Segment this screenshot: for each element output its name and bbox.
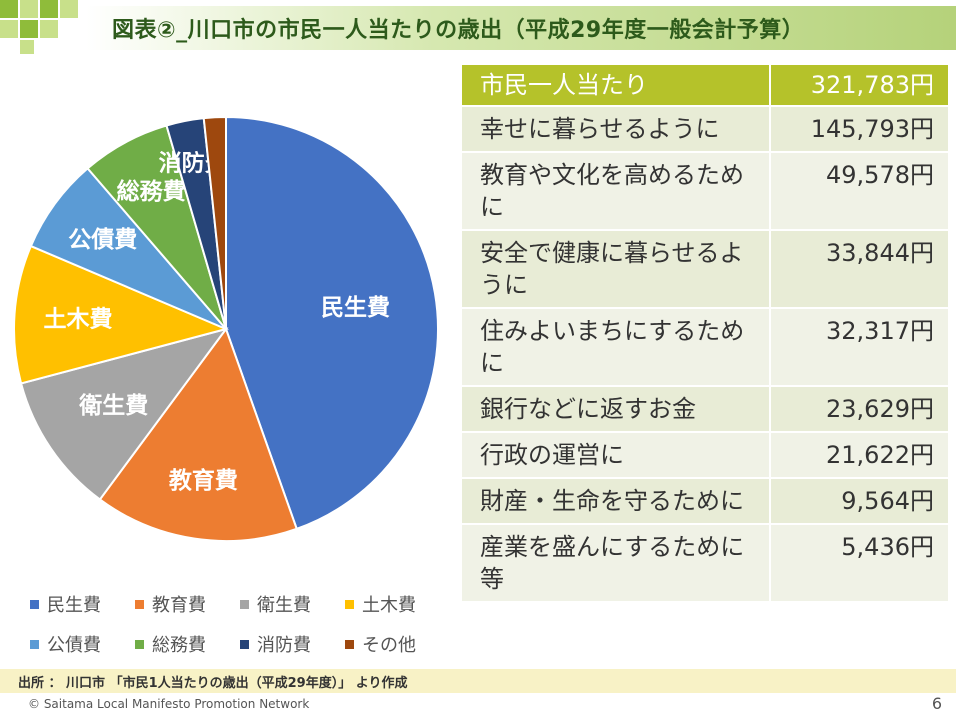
legend-label: 消防費	[257, 635, 311, 656]
table-row-label: 行政の運営に	[459, 431, 771, 478]
pie-slice	[98, 326, 299, 542]
legend-label: 衛生費	[257, 595, 311, 616]
legend-label: 教育費	[152, 595, 206, 616]
legend-swatch-icon	[30, 639, 39, 649]
table-row-label: 教育や文化を高めるために	[459, 151, 771, 230]
legend-label: 土木費	[362, 595, 416, 616]
legend-item: 教育費	[135, 591, 240, 617]
table-row-value: 33,844円	[769, 229, 948, 308]
table-row: 財産・生命を守るために 9,564円	[459, 477, 948, 524]
expenditure-table: 市民一人当たり 321,783円 幸せに暮らせるように 145,793円 教育や文化…	[459, 63, 948, 601]
table-row-value: 145,793円	[769, 105, 948, 152]
legend-swatch-icon	[345, 639, 354, 649]
table-row-value: 49,578円	[769, 151, 948, 230]
table-row-label: 安全で健康に暮らせるように	[459, 229, 771, 308]
pie-slice	[13, 244, 230, 385]
pie-slice	[202, 115, 227, 330]
page-number: 6	[931, 694, 942, 713]
pie-slice-label: 土木費	[43, 306, 112, 332]
title-bar: 図表②_川口市の市民一人当たりの歳出（平成29年度一般会計予算）	[0, 0, 956, 56]
legend-item: 衛生費	[240, 591, 345, 617]
source-bar: 出所 ： 川口市 「市民1人当たりの歳出（平成29年度）」 より作成	[0, 669, 956, 693]
legend-item: 総務費	[135, 631, 240, 657]
table-row-value: 21,622円	[769, 431, 948, 478]
source-note: 出所 ： 川口市 「市民1人当たりの歳出（平成29年度）」 より作成	[18, 676, 408, 691]
table-row: 教育や文化を高めるために 49,578円	[459, 151, 948, 230]
table-row-value: 32,317円	[769, 307, 948, 386]
table-row: 産業を盛んにするために 等 5,436円	[459, 523, 948, 601]
page-title: 図表②_川口市の市民一人当たりの歳出（平成29年度一般会計予算）	[112, 18, 805, 43]
legend-swatch-icon	[30, 599, 39, 609]
table-header-row: 市民一人当たり 321,783円	[459, 63, 948, 106]
chart-legend: 民生費 教育費 衛生費 土木費公債費 総務費 消防費 その他	[30, 584, 450, 664]
pie-slice-label: 公債費	[68, 227, 137, 253]
table-header-label: 市民一人当たり	[459, 63, 771, 106]
legend-row: 民生費 教育費 衛生費 土木費	[30, 584, 450, 624]
title-background	[86, 6, 956, 50]
legend-label: 公債費	[47, 635, 101, 656]
legend-swatch-icon	[240, 639, 249, 649]
legend-item: その他	[345, 631, 450, 657]
legend-item: 民生費	[30, 591, 135, 617]
table-row: 安全で健康に暮らせるように 33,844円	[459, 229, 948, 308]
pie-slice-label: 民生費	[321, 295, 390, 321]
pie-slice-label: 教育費	[169, 467, 238, 494]
legend-label: 総務費	[152, 635, 206, 656]
legend-item: 公債費	[30, 631, 135, 657]
pie-slice-label: 総務費	[117, 178, 186, 205]
table-row-value: 23,629円	[769, 385, 948, 432]
table-header-value: 321,783円	[769, 63, 948, 106]
pie-slice	[225, 115, 439, 531]
legend-swatch-icon	[345, 599, 354, 609]
table-row: 住みよいまちにするために 32,317円	[459, 307, 948, 386]
table-row-value: 5,436円	[769, 523, 948, 601]
legend-item: 消防費	[240, 631, 345, 657]
copyright: © Saitama Local Manifesto Promotion Netw…	[28, 697, 310, 711]
table-row-label: 産業を盛んにするために 等	[459, 523, 771, 601]
legend-swatch-icon	[135, 599, 144, 609]
logo-squares-icon	[0, 0, 84, 56]
pie-slice-label: 衛生費	[78, 392, 148, 419]
legend-item: 土木費	[345, 591, 450, 617]
legend-label: 民生費	[47, 595, 101, 616]
table-row-label: 住みよいまちにするために	[459, 307, 771, 386]
legend-row: 公債費 総務費 消防費 その他	[30, 624, 450, 664]
table-row-label: 幸せに暮らせるように	[459, 105, 771, 152]
legend-label: その他	[362, 635, 416, 656]
table-row-value: 9,564円	[769, 477, 948, 524]
table-row: 幸せに暮らせるように 145,793円	[459, 105, 948, 152]
table-row: 行政の運営に 21,622円	[459, 431, 948, 478]
table-row-label: 銀行などに返すお金	[459, 385, 771, 432]
pie-slice	[19, 327, 229, 501]
legend-swatch-icon	[135, 639, 144, 649]
legend-swatch-icon	[240, 599, 249, 609]
table-row: 銀行などに返すお金 23,629円	[459, 385, 948, 432]
table-row-label: 財産・生命を守るために	[459, 477, 771, 524]
